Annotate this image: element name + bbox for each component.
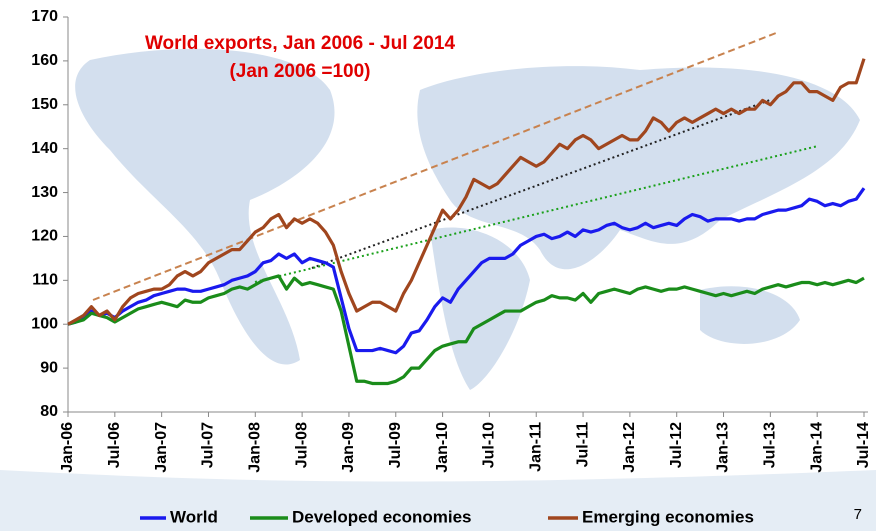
x-tick-label: Jan-09 (340, 422, 357, 473)
series-line (67, 58, 866, 326)
chart-subtitle: (Jan 2006 =100) (229, 61, 370, 82)
x-tick-label: Jan-07 (153, 422, 170, 473)
y-tick-label: 120 (31, 228, 58, 245)
x-tick-label: Jul-09 (387, 422, 404, 468)
x-tick-label: Jul-07 (200, 422, 217, 468)
x-tick-label: Jul-10 (481, 422, 498, 468)
y-tick-label: 90 (40, 359, 58, 376)
trend-line (311, 99, 771, 269)
trend-lines (92, 32, 819, 301)
series-line (67, 187, 866, 355)
y-tick-label: 150 (31, 96, 58, 113)
y-tick-label: 170 (31, 8, 58, 25)
x-tick-label: Jan-14 (808, 422, 825, 473)
map-background (0, 48, 876, 531)
trend-line (92, 32, 777, 301)
legend-label: Emerging economies (582, 507, 754, 526)
y-tick-label: 160 (31, 52, 58, 69)
x-tick-label: Jan-10 (434, 422, 451, 473)
legend-label: Developed economies (292, 507, 472, 526)
y-tick-label: 100 (31, 315, 58, 332)
trend-line (254, 145, 819, 283)
chart-title: World exports, Jan 2006 - Jul 2014 (145, 33, 456, 54)
x-tick-label: Jul-11 (574, 422, 591, 467)
x-tick-label: Jul-12 (668, 422, 685, 468)
x-tick-label: Jan-08 (247, 422, 264, 473)
x-tick-label: Jan-12 (621, 422, 638, 473)
y-tick-label: 140 (31, 140, 58, 157)
series-line (67, 274, 865, 386)
x-tick-label: Jan-06 (59, 422, 76, 473)
legend-label: World (170, 507, 218, 526)
x-tick-label: Jul-13 (762, 422, 779, 468)
y-tick-label: 130 (31, 184, 58, 201)
y-tick-label: 110 (32, 272, 58, 289)
x-tick-label: Jul-14 (855, 422, 872, 468)
x-tick-label: Jul-08 (293, 422, 310, 468)
y-tick-label: 80 (40, 403, 58, 420)
x-tick-label: Jan-11 (527, 422, 544, 472)
page-number: 7 (854, 506, 862, 523)
x-tick-label: Jan-13 (715, 422, 732, 473)
x-tick-label: Jul-06 (106, 422, 123, 468)
